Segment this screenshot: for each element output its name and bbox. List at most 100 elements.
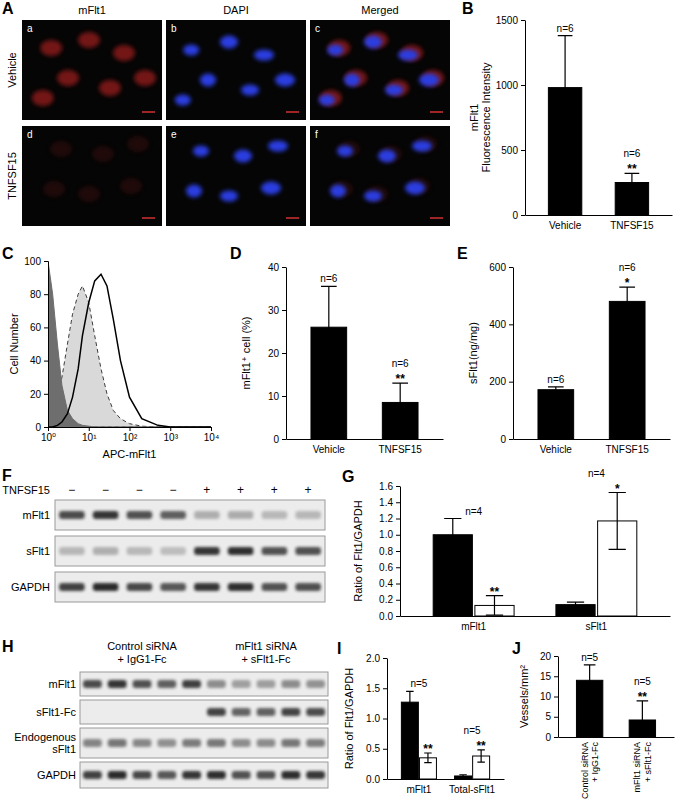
panel-letter-line: F [2,467,12,484]
stain-red [328,40,350,56]
tick-label: 1.2 [379,513,393,524]
error-bar [548,387,564,393]
blot-band [257,680,276,688]
panel-letter: F [2,467,12,484]
micrograph-background [310,126,450,226]
significance-label-line: ** [638,690,648,704]
stain-nucleus [261,182,281,195]
blot-band [108,739,127,747]
y-axis: 010203040 [268,262,287,445]
n-label: n=6 [320,273,337,284]
chart-panel: 02040608010010⁰10¹10²10³10⁴APC-mFlt1Cell… [2,245,219,460]
panel-letter: B [462,0,474,17]
stain-red [120,178,142,194]
micrograph: e [166,126,306,226]
blot-band [207,771,226,779]
n-label-line: n=4 [588,468,605,479]
marks [311,286,418,439]
n-label-line: n=6 [557,23,574,34]
category-label: Control siRNA+ IgG1-Fc [580,742,600,800]
y-axis-title-line: sFlt1(ng/mg) [467,322,479,384]
panel-letter-line: D [230,245,242,262]
annotations: n=6*n=6 [547,262,636,385]
plot-area: n=6**n=6010203040VehicleTNFSF15 [268,262,444,455]
annotations: n=6**n=6 [557,23,641,177]
marks [576,665,655,737]
annotations: n=5**n=5 [581,652,651,704]
panel-letter: H [2,638,14,655]
tile-label-line: f [315,129,318,140]
tick-label: 10 [268,391,280,402]
tick: 30 [268,305,286,316]
row-label-line: Endogenous [14,731,76,743]
blot-band [281,739,300,747]
row-label-line: sFlt1-Fc [36,706,76,718]
axis-line [388,779,505,780]
y-axis: 0.00.51.01.52.0 [366,653,387,785]
category-label-line: TNFSF15 [610,220,654,231]
tick: 40 [268,262,286,273]
stain-nucleus [337,146,353,157]
x-axis: 10⁰10¹10²10³10⁴ [41,427,219,443]
plot-area: n=5**n=505101520Control siRNA+ IgG1-FcmF… [540,651,675,799]
tick-label: 0.0 [379,611,393,622]
plot-area: 02040608010010⁰10¹10²10³10⁴ [24,256,219,443]
lane-label: − [170,483,177,497]
stain-red [92,146,114,162]
blot-band [160,511,186,519]
tick-mark [521,85,525,86]
group-label: Control siRNA+ IgG1-Fc [107,640,177,665]
tick-mark [521,20,525,21]
blot-band [157,739,176,747]
panel-letter: D [230,245,242,262]
blot-band [228,583,254,591]
category-label-line: + sFlt1-Fc [643,742,653,783]
significance-label-line: ** [423,742,433,756]
lane-label: + [305,483,312,497]
blot-strip [55,536,325,566]
category-label-line: + IgG1-Fc [590,742,600,783]
tick: 0 [500,434,513,445]
column-header: DAPI [223,4,249,16]
tile-label-line: d [27,129,33,140]
error-bar [321,286,337,368]
n-label-line: n=6 [320,273,337,284]
panel-letter-line: A [2,0,14,17]
blot-panel: HControl siRNA+ IgG1-FcmFlt1 siRNA+ sFlt… [2,638,328,788]
tick-mark [44,361,48,362]
tick-label: 0.0 [366,774,380,785]
blot-band [207,680,226,688]
n-label-line: n=6 [623,148,640,159]
tick-label: 20 [268,348,280,359]
micrograph: c [310,20,450,120]
stain-red [113,45,135,61]
area [48,286,211,427]
tick-label: 10² [123,432,138,443]
tick-label: 0.6 [379,562,393,573]
micrograph-background [310,20,450,120]
stain-nucleus [405,182,425,195]
stain-red [320,90,342,106]
tick-mark [509,382,513,383]
row-label-line: GAPDH [37,769,76,781]
tick: 0.4 [379,578,400,589]
tick-mark [554,717,558,718]
stain-nucleus [254,50,274,61]
micrograph-background [166,126,306,226]
panel-letter-line: I [337,640,341,657]
tick-label: 600 [489,262,506,273]
blot-band [93,547,119,555]
lane-label: + [237,483,244,497]
y-axis-title: Ratio of Flt1/GAPDH [352,500,364,602]
n-label: n=6 [619,262,636,273]
group-label-line: mFlt1 siRNA [235,640,297,652]
panel-letter-line: G [342,468,354,485]
blot-band [108,680,127,688]
blot-band [207,708,226,716]
significance-label: ** [476,739,486,753]
blot-band [228,547,254,555]
column-header-line: Merged [361,4,398,16]
tick-mark [44,394,48,395]
blot-band [262,547,288,555]
lane-label-line: + [203,483,210,497]
